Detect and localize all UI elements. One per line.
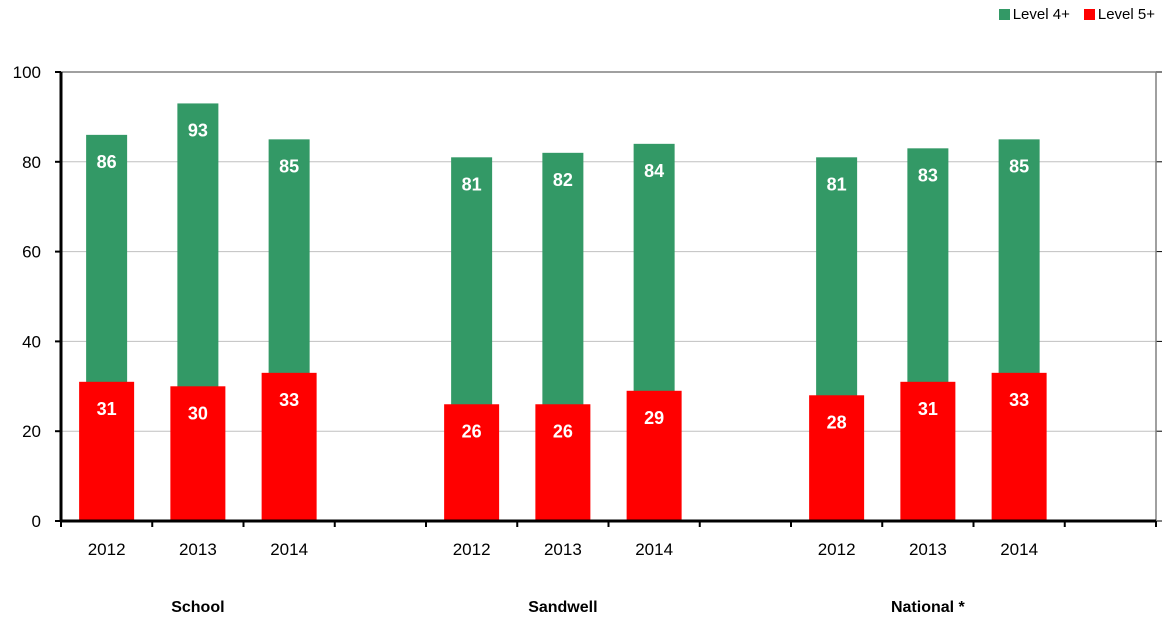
y-tick-label: 20 [22,422,41,441]
group-label: School [171,599,224,616]
y-tick-label: 60 [22,243,41,262]
group-label: Sandwell [528,599,597,616]
x-tick-label: 2014 [270,540,308,559]
legend-swatch-level4 [998,9,1010,20]
bar-level5 [991,372,1047,521]
x-tick-label: 2012 [88,540,126,559]
x-tick-label: 2013 [909,540,947,559]
data-label-level5: 26 [553,421,573,441]
y-tick-label: 0 [32,512,41,531]
data-label-level4: 84 [644,161,664,181]
bar-level5 [900,381,956,521]
data-label-level5: 30 [188,403,208,423]
bar-level5 [535,404,591,521]
data-label-level4: 81 [462,174,482,194]
x-tick-label: 2014 [635,540,673,559]
data-label-level5: 26 [462,421,482,441]
x-tick-label: 2012 [453,540,491,559]
y-tick-label: 80 [22,153,41,172]
data-label-level4: 85 [1009,156,1029,176]
data-label-level5: 31 [97,399,117,419]
legend-swatch-level5 [1083,9,1095,20]
bar-level5 [261,372,317,521]
bar-level5 [444,404,500,521]
data-label-level5: 28 [827,412,847,432]
data-label-level4: 86 [97,152,117,172]
legend-label-level5: Level 5+ [1097,6,1155,23]
data-label-level4: 82 [553,170,573,190]
data-label-level4: 83 [918,165,938,185]
data-label-level5: 33 [279,390,299,410]
bar-level5 [809,395,865,521]
legend-label-level4: Level 4+ [1012,6,1070,23]
data-label-level5: 29 [644,408,664,428]
data-label-level5: 31 [918,399,938,419]
data-label-level4: 93 [188,120,208,140]
bar-level5 [79,381,135,521]
bar-level5 [626,390,682,521]
x-tick-label: 2012 [818,540,856,559]
data-label-level4: 81 [827,174,847,194]
x-tick-label: 2014 [1000,540,1038,559]
legend-item-level4: Level 4+ [998,6,1070,23]
y-tick-label: 40 [22,332,41,351]
chart-legend: Level 4+ Level 5+ [998,6,1155,23]
group-label: National * [891,599,966,616]
legend-item-level5: Level 5+ [1083,6,1155,23]
x-tick-label: 2013 [544,540,582,559]
bar-level5 [170,386,226,521]
x-tick-label: 2013 [179,540,217,559]
data-label-level5: 33 [1009,390,1029,410]
y-tick-label: 100 [13,63,41,82]
data-label-level4: 85 [279,156,299,176]
